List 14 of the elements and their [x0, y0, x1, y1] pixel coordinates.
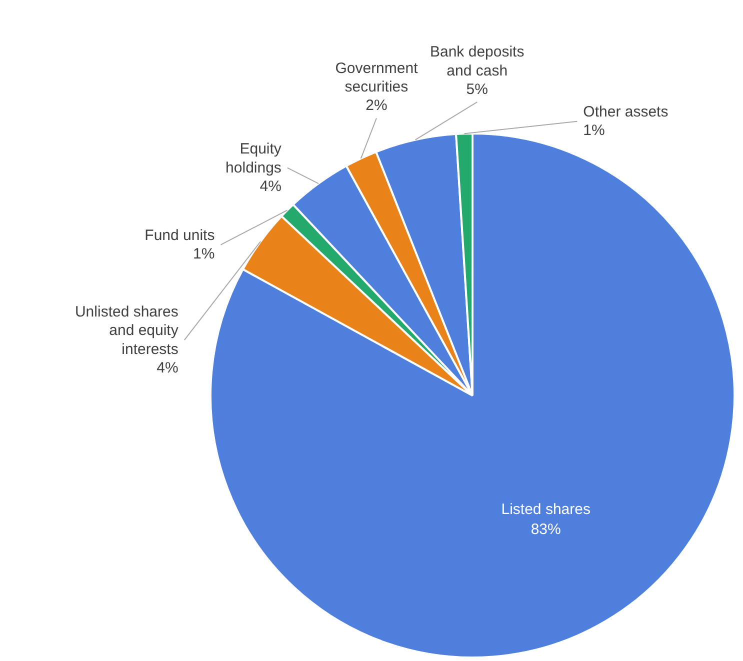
slice-label: Listed shares	[501, 500, 590, 518]
slice-label: Government securities	[335, 60, 419, 96]
data-label: 1%	[193, 246, 215, 263]
data-label: 83%	[530, 521, 561, 538]
data-label: 2%	[366, 97, 388, 114]
data-label: 4%	[156, 360, 178, 377]
slice-label: Other assets	[583, 104, 668, 121]
slice-label: Fund units	[144, 226, 215, 244]
data-label: 5%	[466, 81, 488, 98]
slice-label: Unlisted shares and equity interests	[74, 303, 179, 358]
data-label: 4%	[260, 178, 282, 195]
slice-label: Bank deposits and cash	[430, 44, 524, 80]
slice-label: Equity holdings	[226, 140, 282, 176]
data-label: 1%	[583, 122, 605, 140]
